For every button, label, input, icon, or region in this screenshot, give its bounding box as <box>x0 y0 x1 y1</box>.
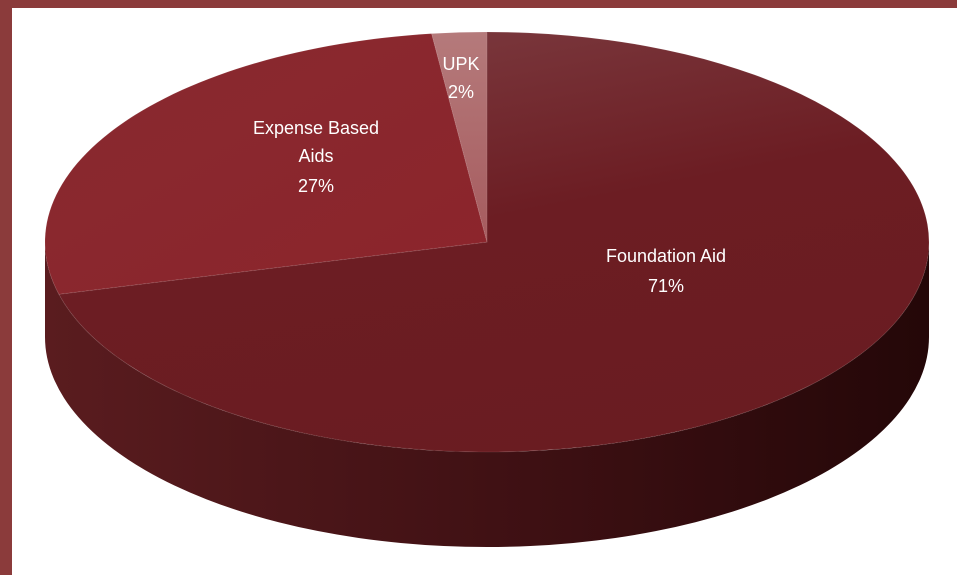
pie-side-wall-front <box>45 242 929 547</box>
slice-foundation-aid[interactable] <box>58 31 930 453</box>
label-expense-based-aids-line1: Expense Based <box>253 118 379 138</box>
label-upk: UPK <box>442 54 479 74</box>
label-expense-based-aids-percent: 27% <box>298 176 334 196</box>
label-foundation-aid-percent: 71% <box>648 276 684 296</box>
pie-labels: Foundation Aid 71% Expense Based Aids 27% UPK… <box>253 54 726 296</box>
pie-slices <box>44 31 930 453</box>
label-foundation-aid: Foundation Aid <box>606 246 726 266</box>
slice-expense-based-aids[interactable] <box>44 33 488 295</box>
label-upk-percent: 2% <box>448 82 474 102</box>
slice-upk[interactable] <box>430 31 488 243</box>
pie-side-wall <box>45 242 929 547</box>
label-expense-based-aids-line2: Aids <box>298 146 333 166</box>
